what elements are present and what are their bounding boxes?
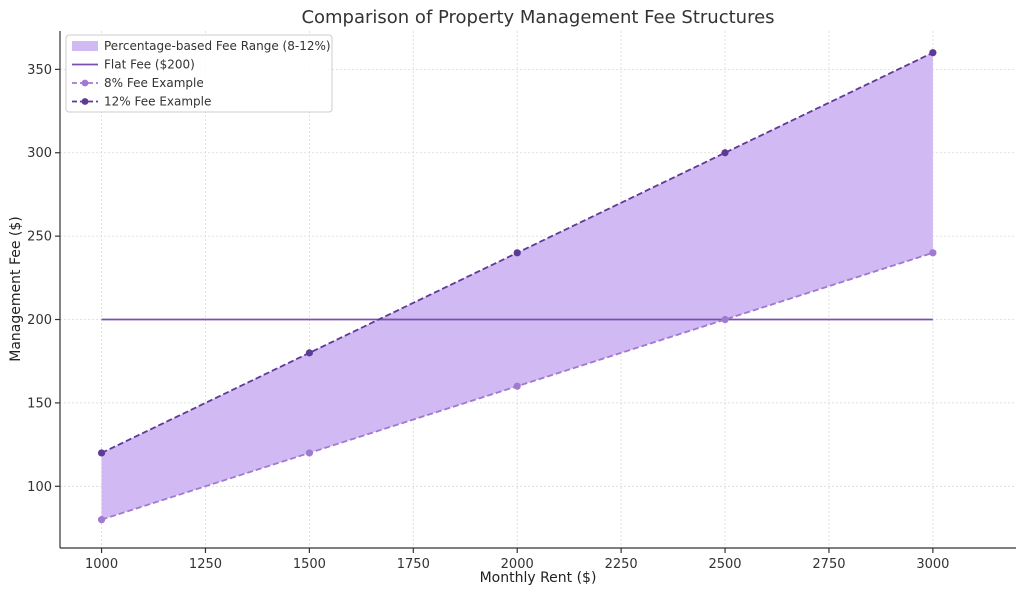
- series-2-point: [97, 516, 106, 524]
- x-tick-label: 1750: [397, 557, 430, 572]
- fee-range-band: [101, 52, 933, 520]
- chart-title: Comparison of Property Management Fee St…: [301, 7, 774, 28]
- series-3-point: [513, 249, 521, 257]
- series-2-point: [305, 449, 313, 457]
- x-tick-label: 2750: [812, 557, 845, 572]
- legend-label: Flat Fee ($200): [104, 58, 195, 72]
- series-3-point: [97, 449, 106, 457]
- y-tick-label: 200: [27, 313, 52, 328]
- legend: Percentage-based Fee Range (8-12%) Flat F…: [65, 34, 333, 113]
- y-tick-label: 100: [27, 480, 52, 495]
- axes: [55, 31, 1016, 553]
- x-tick-label: 2250: [605, 557, 638, 572]
- series-2-point: [929, 249, 937, 257]
- tick-labels: 1000 1250 1500 1750 2000 2250 2500 2750 3000 100 1…: [27, 63, 949, 572]
- y-axis-label: Management Fee ($): [8, 216, 24, 361]
- legend-box: [65, 34, 333, 113]
- x-tick-label: 2000: [501, 557, 534, 572]
- y-tick-label: 300: [27, 146, 52, 161]
- y-tick-label: 150: [27, 396, 52, 411]
- legend-label: 8% Fee Example: [104, 76, 204, 90]
- legend-swatch-marker: [81, 98, 89, 105]
- series-2-point: [513, 382, 521, 390]
- x-tick-label: 1000: [85, 557, 118, 572]
- x-tick-label: 3000: [916, 557, 949, 572]
- legend-label: Percentage-based Fee Range (8-12%): [104, 39, 331, 53]
- percentage-fee-range-area: [101, 52, 933, 520]
- series-3-point: [305, 349, 313, 357]
- series-3-point: [929, 49, 937, 57]
- x-axis-label: Monthly Rent ($): [480, 570, 597, 586]
- x-tick-label: 1500: [293, 557, 326, 572]
- series-2-point: [721, 315, 729, 324]
- legend-swatch-band: [72, 41, 98, 51]
- legend-swatch-marker: [81, 79, 89, 87]
- series-lines: [97, 49, 937, 524]
- legend-label: 12% Fee Example: [104, 95, 211, 109]
- y-tick-label: 250: [27, 230, 52, 245]
- series-3-point: [721, 149, 729, 157]
- x-tick-label: 1250: [189, 557, 222, 572]
- x-tick-label: 2500: [708, 557, 741, 572]
- y-tick-label: 350: [27, 63, 52, 78]
